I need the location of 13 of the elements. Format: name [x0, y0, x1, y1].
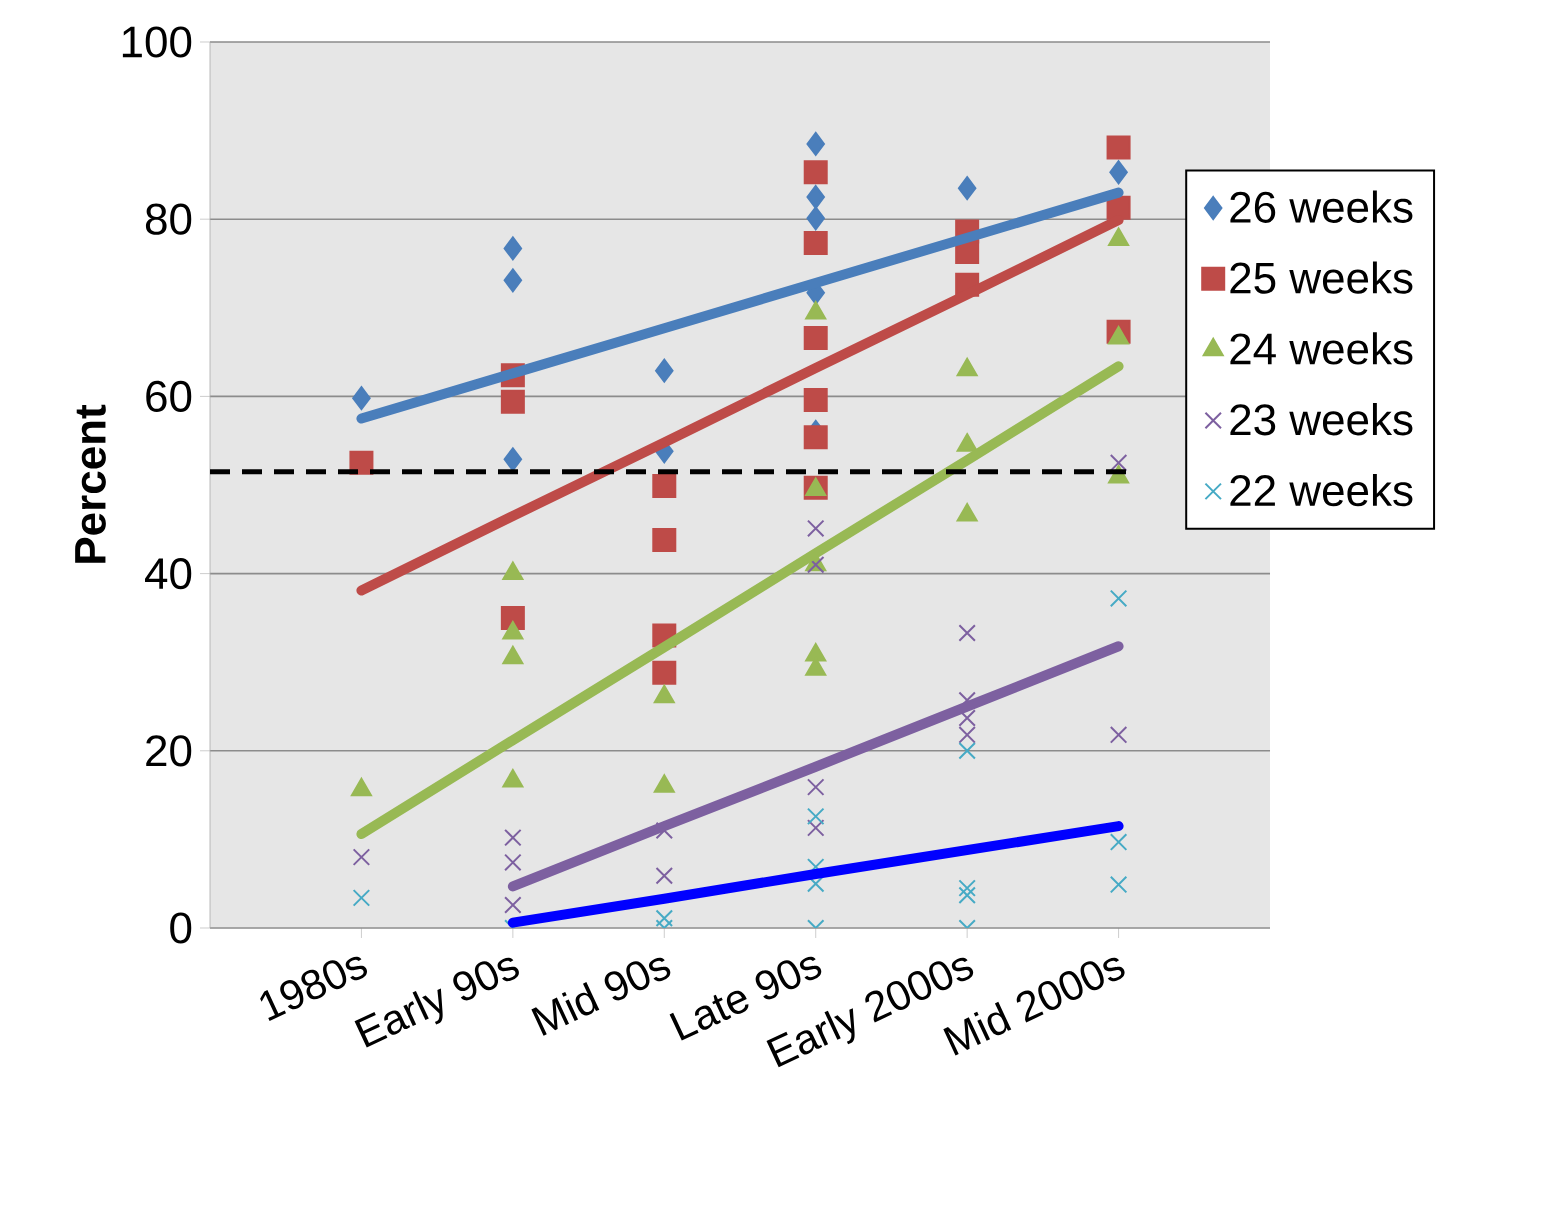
legend-label: 26 weeks	[1230, 190, 1413, 223]
y-tick-label: 80	[145, 203, 192, 235]
legend-label: 24 weeks	[1230, 332, 1413, 365]
y-axis-title: Percent	[75, 404, 106, 563]
legend-label: 25 weeks	[1230, 261, 1413, 294]
legend-label: 22 weeks	[1230, 473, 1413, 507]
y-tick-label: 40	[145, 558, 192, 590]
legend-label: 23 weeks	[1230, 403, 1413, 436]
y-tick-label: 0	[170, 912, 192, 944]
y-tick-label: 100	[122, 26, 192, 58]
y-tick-label: 60	[146, 380, 192, 412]
x-tick-label: Mid 90s	[531, 957, 671, 1036]
y-tick-label: 20	[146, 735, 192, 767]
